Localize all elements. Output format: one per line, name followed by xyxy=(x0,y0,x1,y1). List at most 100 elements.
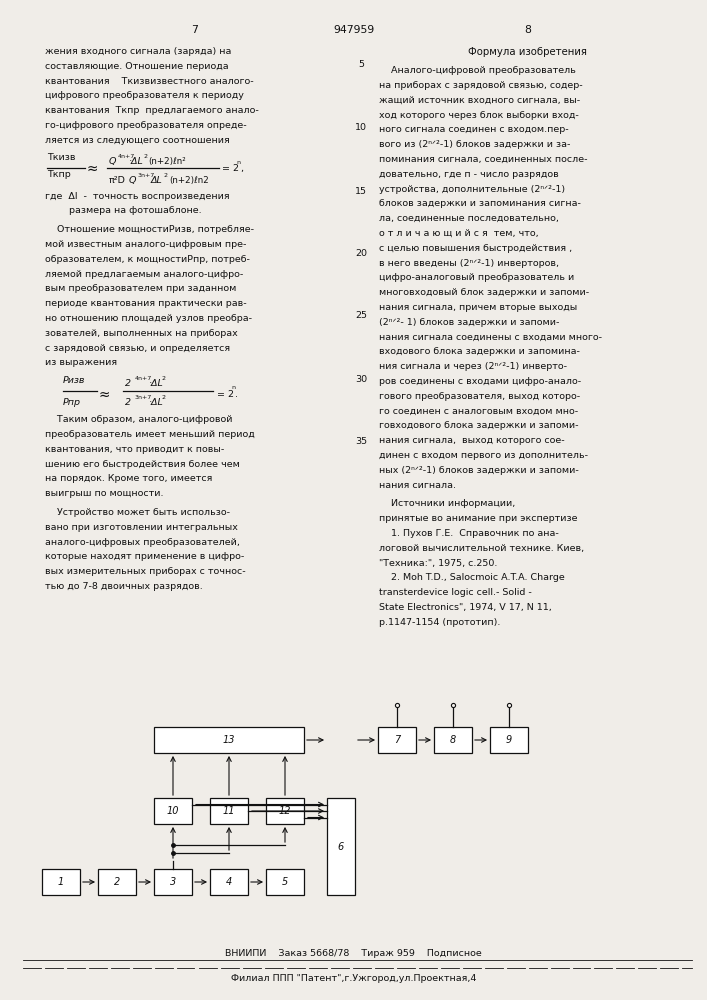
Text: 3n+7: 3n+7 xyxy=(138,173,156,178)
Text: ·ΔL: ·ΔL xyxy=(149,398,164,407)
Text: нания сигнала.: нания сигнала. xyxy=(378,481,455,490)
Text: 3: 3 xyxy=(170,877,176,887)
Text: ла, соединенные последовательно,: ла, соединенные последовательно, xyxy=(378,214,559,223)
Text: логовой вычислительной технике. Киев,: логовой вычислительной технике. Киев, xyxy=(378,544,583,553)
Text: нания сигнала, причем вторые выходы: нания сигнала, причем вторые выходы xyxy=(378,303,577,312)
Text: 2: 2 xyxy=(162,376,166,381)
Text: (n+2)ℓn²: (n+2)ℓn² xyxy=(148,157,186,166)
Bar xyxy=(98,869,136,895)
Text: 947959: 947959 xyxy=(333,25,374,35)
Text: ляется из следующего соотношения: ляется из следующего соотношения xyxy=(45,136,230,145)
Text: вым преобразователем при заданном: вым преобразователем при заданном xyxy=(45,284,236,293)
Text: где  Δl  -  точность воспроизведения: где Δl - точность воспроизведения xyxy=(45,192,230,201)
Text: 6: 6 xyxy=(338,842,344,852)
Text: в него введены (2ⁿᐟ²-1) инверторов,: в него введены (2ⁿᐟ²-1) инверторов, xyxy=(378,259,559,268)
Text: 2: 2 xyxy=(163,173,167,178)
Text: нания сигнала,  выход которого сое-: нания сигнала, выход которого сое- xyxy=(378,436,564,445)
Text: 12: 12 xyxy=(279,806,291,816)
Text: которые находят применение в цифро-: которые находят применение в цифро- xyxy=(45,552,244,561)
Text: составляющие. Отношение периода: составляющие. Отношение периода xyxy=(45,62,228,71)
Text: нания сигнала соединены с входами много-: нания сигнала соединены с входами много- xyxy=(378,333,602,342)
Text: с целью повышения быстродействия ,: с целью повышения быстродействия , xyxy=(378,244,572,253)
Text: мой известным аналого-цифровым пре-: мой известным аналого-цифровым пре- xyxy=(45,240,246,249)
Text: 2: 2 xyxy=(143,154,147,159)
Text: State Electronics", 1974, V 17, N 11,: State Electronics", 1974, V 17, N 11, xyxy=(378,603,551,612)
Text: цифрового преобразователя к периоду: цифрового преобразователя к периоду xyxy=(45,91,244,100)
Bar xyxy=(154,869,192,895)
Text: размера на фотошаблоне.: размера на фотошаблоне. xyxy=(45,206,201,215)
Text: жения входного сигнала (заряда) на: жения входного сигнала (заряда) на xyxy=(45,47,231,56)
Bar xyxy=(154,727,304,753)
Text: (n+2)ℓn2: (n+2)ℓn2 xyxy=(169,176,209,185)
Bar xyxy=(490,727,528,753)
Text: гового преобразователя, выход которо-: гового преобразователя, выход которо- xyxy=(378,392,580,401)
Text: 20: 20 xyxy=(355,248,367,257)
Text: 15: 15 xyxy=(355,186,367,196)
Bar xyxy=(154,798,192,824)
Text: блоков задержки и запоминания сигна-: блоков задержки и запоминания сигна- xyxy=(378,199,580,208)
Text: 7: 7 xyxy=(191,25,198,35)
Text: с зарядовой связью, и определяется: с зарядовой связью, и определяется xyxy=(45,344,230,353)
Text: (2ⁿᐟ²- 1) блоков задержки и запоми-: (2ⁿᐟ²- 1) блоков задержки и запоми- xyxy=(378,318,559,327)
Text: поминания сигнала, соединенных после-: поминания сигнала, соединенных после- xyxy=(378,155,587,164)
Text: Формула изобретения: Формула изобретения xyxy=(468,47,588,57)
Text: 2: 2 xyxy=(162,395,166,400)
Text: ВНИИПИ    Заказ 5668/78    Тираж 959    Подписное: ВНИИПИ Заказ 5668/78 Тираж 959 Подписное xyxy=(225,949,482,958)
Text: тью до 7-8 двоичных разрядов.: тью до 7-8 двоичных разрядов. xyxy=(45,582,203,591)
Text: Ризв: Ризв xyxy=(63,376,86,385)
Text: "Техника:", 1975, с.250.: "Техника:", 1975, с.250. xyxy=(378,559,497,568)
Text: Tкизв: Tкизв xyxy=(47,153,76,162)
Text: о т л и ч а ю щ и й с я  тем, что,: о т л и ч а ю щ и й с я тем, что, xyxy=(378,229,538,238)
Text: но отношению площадей узлов преобра-: но отношению площадей узлов преобра- xyxy=(45,314,252,323)
Text: ров соединены с входами цифро-анало-: ров соединены с входами цифро-анало- xyxy=(378,377,580,386)
Text: выигрыш по мощности.: выигрыш по мощности. xyxy=(45,489,163,498)
Text: ния сигнала и через (2ⁿᐟ²-1) инверто-: ния сигнала и через (2ⁿᐟ²-1) инверто- xyxy=(378,362,566,371)
Text: квантования    Ткизвизвестного аналого-: квантования Ткизвизвестного аналого- xyxy=(45,77,254,86)
Text: образователем, к мощностиРпр, потреб-: образователем, к мощностиРпр, потреб- xyxy=(45,255,250,264)
Text: = 2: = 2 xyxy=(217,390,234,399)
Text: ляемой предлагаемым аналого-цифро-: ляемой предлагаемым аналого-цифро- xyxy=(45,270,243,279)
Text: n: n xyxy=(236,160,240,165)
Text: Q: Q xyxy=(109,157,117,166)
Text: квантования  Ткпр  предлагаемого анало-: квантования Ткпр предлагаемого анало- xyxy=(45,106,259,115)
Text: n: n xyxy=(231,385,235,390)
Text: квантования, что приводит к повы-: квантования, что приводит к повы- xyxy=(45,445,224,454)
Text: вых измерительных приборах с точнос-: вых измерительных приборах с точнос- xyxy=(45,567,245,576)
Bar xyxy=(266,869,304,895)
Bar xyxy=(434,727,472,753)
Text: ного сигнала соединен с входом.пер-: ного сигнала соединен с входом.пер- xyxy=(378,125,568,134)
Text: 4n+7: 4n+7 xyxy=(118,154,135,159)
Text: 1. Пухов Г.Е.  Справочник по ана-: 1. Пухов Г.Е. Справочник по ана- xyxy=(378,529,559,538)
Text: 2. Moh T.D., Salocmoic A.T.A. Charge: 2. Moh T.D., Salocmoic A.T.A. Charge xyxy=(378,573,564,582)
Bar xyxy=(266,798,304,824)
Text: на порядок. Кроме того, имеется: на порядок. Кроме того, имеется xyxy=(45,474,212,483)
Text: Устройство может быть использо-: Устройство может быть использо- xyxy=(45,508,230,517)
Text: 2: 2 xyxy=(125,379,131,388)
Text: 2: 2 xyxy=(125,398,131,407)
Text: го-цифрового преобразователя опреде-: го-цифрового преобразователя опреде- xyxy=(45,121,247,130)
Text: вого из (2ⁿᐟ²-1) блоков задержки и за-: вого из (2ⁿᐟ²-1) блоков задержки и за- xyxy=(378,140,570,149)
Text: аналого-цифровых преобразователей,: аналого-цифровых преобразователей, xyxy=(45,538,240,547)
Text: 4: 4 xyxy=(226,877,232,887)
Text: ход которого через блок выборки вход-: ход которого через блок выборки вход- xyxy=(378,111,578,120)
Text: жащий источник входного сигнала, вы-: жащий источник входного сигнала, вы- xyxy=(378,96,580,105)
Text: многовходовый блок задержки и запоми-: многовходовый блок задержки и запоми- xyxy=(378,288,589,297)
Bar xyxy=(378,727,416,753)
Text: 10: 10 xyxy=(167,806,180,816)
Text: 30: 30 xyxy=(355,374,367,383)
Text: довательно, где п - число разрядов: довательно, где п - число разрядов xyxy=(378,170,559,179)
Text: Рпр: Рпр xyxy=(63,398,81,407)
Text: го соединен с аналоговым входом мно-: го соединен с аналоговым входом мно- xyxy=(378,407,578,416)
Text: зователей, выполненных на приборах: зователей, выполненных на приборах xyxy=(45,329,238,338)
Text: Филиал ППП "Патент",г.Ужгород,ул.Проектная,4: Филиал ППП "Патент",г.Ужгород,ул.Проектн… xyxy=(230,974,477,983)
Text: 8: 8 xyxy=(525,25,531,35)
Bar xyxy=(210,869,248,895)
Text: 4n+7: 4n+7 xyxy=(135,376,152,381)
Text: 1: 1 xyxy=(58,877,64,887)
Text: ,: , xyxy=(240,164,243,173)
Text: p.1147-1154 (прототип).: p.1147-1154 (прототип). xyxy=(378,618,500,627)
Text: 25: 25 xyxy=(355,311,367,320)
Text: transterdevice logic cell.- Solid -: transterdevice logic cell.- Solid - xyxy=(378,588,531,597)
Text: 13: 13 xyxy=(223,735,235,745)
Text: устройства, дополнительные (2ⁿᐟ²-1): устройства, дополнительные (2ⁿᐟ²-1) xyxy=(378,185,565,194)
